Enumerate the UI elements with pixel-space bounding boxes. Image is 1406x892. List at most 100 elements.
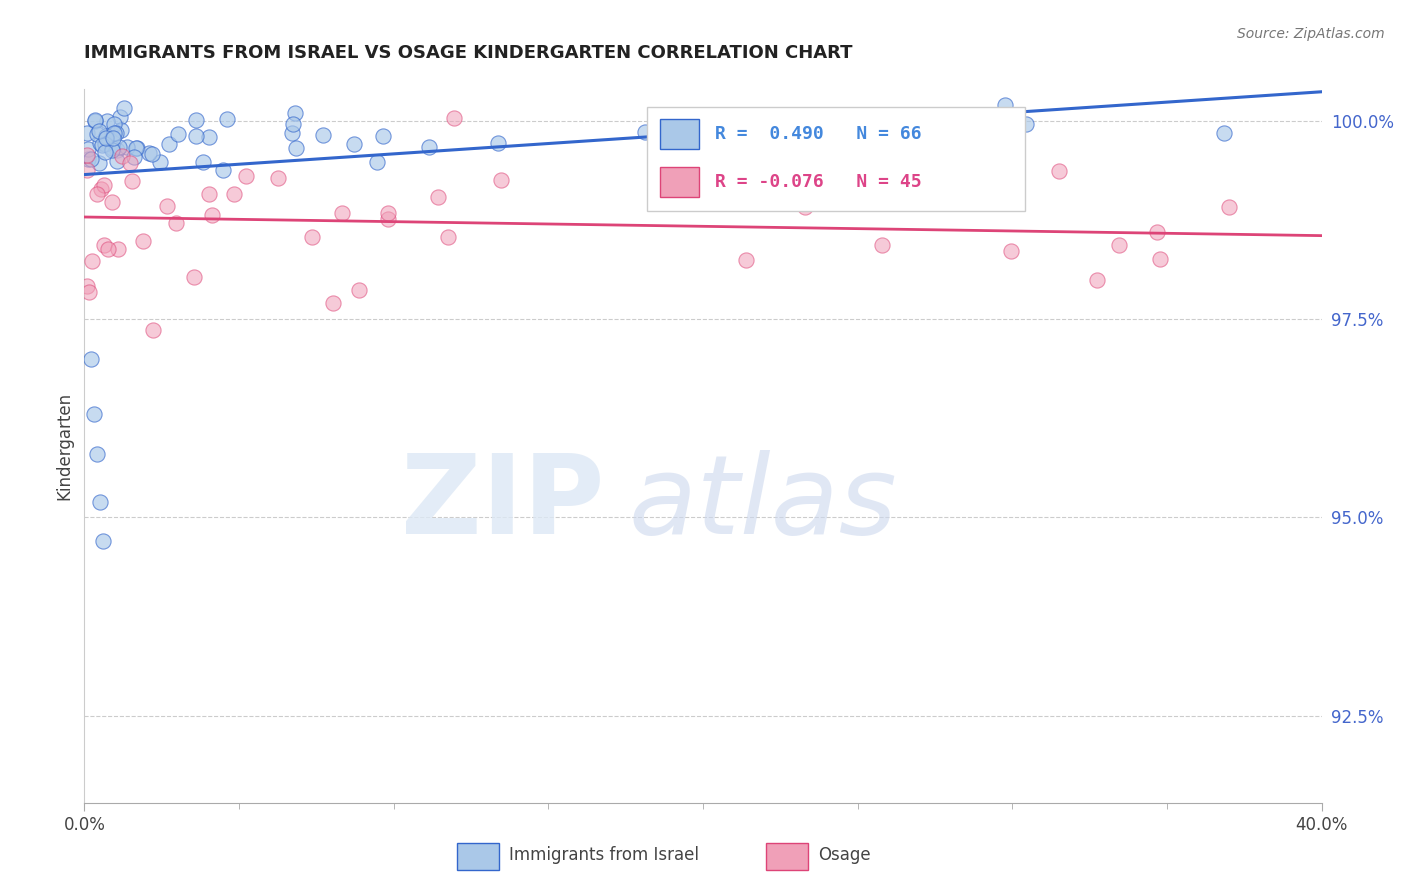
Y-axis label: Kindergarten: Kindergarten — [55, 392, 73, 500]
Point — [149, 155, 172, 169]
Point — [198, 186, 221, 201]
Point — [183, 269, 205, 284]
Point — [124, 141, 146, 155]
Point — [104, 127, 127, 141]
Point — [90, 182, 112, 196]
Point — [427, 190, 450, 204]
Point — [122, 151, 145, 165]
Point — [89, 494, 111, 508]
Point — [142, 323, 165, 337]
Point — [735, 252, 758, 267]
Point — [212, 163, 235, 178]
Point — [118, 156, 141, 170]
Point — [77, 285, 100, 300]
Point — [101, 143, 124, 157]
Point — [156, 199, 179, 213]
Bar — [659, 120, 699, 149]
Point — [366, 155, 388, 169]
Point — [1049, 164, 1071, 178]
Point — [87, 156, 110, 170]
Point — [1004, 127, 1026, 141]
Point — [86, 127, 108, 141]
Point — [101, 131, 124, 145]
Point — [347, 283, 370, 297]
Point — [266, 171, 288, 186]
Point — [1149, 252, 1171, 266]
Point — [76, 142, 98, 156]
Point — [281, 117, 304, 131]
Text: Osage: Osage — [818, 846, 870, 863]
Point — [76, 162, 98, 177]
Point — [76, 278, 98, 293]
Point — [76, 126, 98, 140]
Point — [166, 127, 188, 141]
Point — [377, 206, 399, 220]
Bar — [659, 167, 699, 197]
Point — [90, 138, 112, 153]
Point — [103, 117, 125, 131]
Point — [284, 141, 307, 155]
Point — [105, 143, 128, 157]
Point — [96, 113, 118, 128]
Point — [89, 136, 111, 150]
Point — [191, 155, 214, 169]
Point — [76, 148, 98, 162]
Text: atlas: atlas — [628, 450, 897, 557]
Point — [103, 127, 125, 141]
Point — [872, 237, 894, 252]
Point — [82, 254, 104, 268]
Point — [101, 195, 124, 210]
Point — [110, 110, 132, 124]
Point — [633, 125, 655, 139]
Point — [131, 234, 153, 248]
Point — [91, 534, 114, 549]
Point — [1015, 117, 1038, 131]
Point — [693, 139, 716, 153]
Point — [89, 123, 111, 137]
Point — [94, 137, 117, 152]
Point — [322, 296, 344, 310]
Text: ZIP: ZIP — [401, 450, 605, 557]
Point — [93, 145, 115, 159]
Point — [201, 208, 224, 222]
Point — [1108, 238, 1130, 252]
Point — [281, 126, 304, 140]
Point — [86, 187, 108, 202]
Point — [101, 140, 124, 154]
Point — [107, 242, 129, 256]
Point — [1146, 225, 1168, 239]
Point — [866, 122, 889, 136]
Point — [86, 447, 108, 461]
FancyBboxPatch shape — [647, 107, 1025, 211]
Text: R =  0.490   N = 66: R = 0.490 N = 66 — [716, 125, 922, 143]
Point — [84, 113, 107, 128]
Point — [105, 153, 128, 168]
Point — [93, 237, 115, 252]
Point — [127, 141, 149, 155]
Point — [301, 229, 323, 244]
Point — [222, 187, 245, 202]
Text: IMMIGRANTS FROM ISRAEL VS OSAGE KINDERGARTEN CORRELATION CHART: IMMIGRANTS FROM ISRAEL VS OSAGE KINDERGA… — [84, 45, 853, 62]
Point — [115, 140, 138, 154]
Point — [111, 149, 134, 163]
Point — [138, 145, 160, 160]
Text: R = -0.076   N = 45: R = -0.076 N = 45 — [716, 173, 922, 191]
Point — [437, 229, 460, 244]
Point — [1000, 244, 1022, 258]
Point — [1085, 273, 1108, 287]
Point — [94, 128, 117, 143]
Text: Immigrants from Israel: Immigrants from Israel — [509, 846, 699, 863]
Point — [121, 174, 143, 188]
Point — [343, 137, 366, 152]
Point — [793, 200, 815, 214]
Point — [76, 152, 98, 166]
Point — [284, 106, 307, 120]
Point — [110, 123, 132, 137]
Point — [79, 351, 101, 366]
Point — [80, 152, 103, 166]
Text: Source: ZipAtlas.com: Source: ZipAtlas.com — [1237, 27, 1385, 41]
Point — [330, 206, 353, 220]
Point — [197, 130, 219, 145]
Point — [994, 98, 1017, 112]
Point — [1213, 126, 1236, 140]
